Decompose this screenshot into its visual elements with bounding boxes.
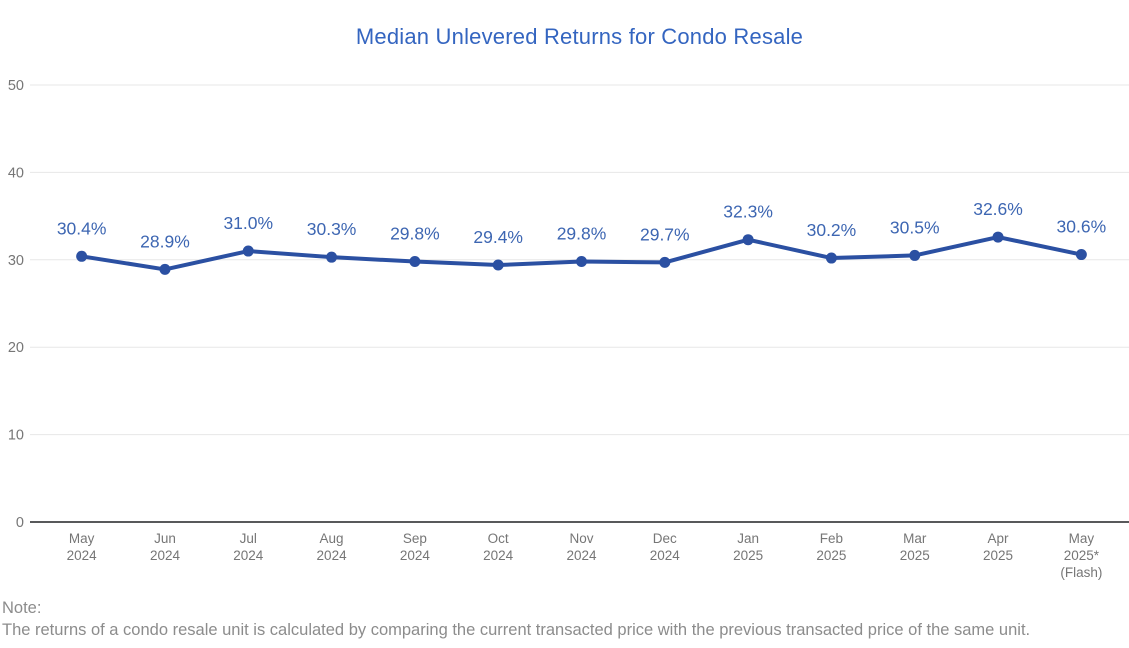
y-tick-label: 50 (8, 78, 24, 94)
data-label: 30.4% (57, 218, 107, 238)
data-point (992, 231, 1004, 243)
data-label: 29.4% (473, 227, 523, 247)
data-point (76, 250, 88, 262)
data-label: 29.8% (557, 224, 607, 244)
x-tick-label: Jun 2024 (150, 531, 181, 563)
data-point (159, 263, 171, 275)
data-point (326, 251, 338, 263)
data-label: 32.3% (723, 202, 773, 222)
y-tick-label: 20 (8, 340, 24, 356)
y-tick-label: 40 (8, 165, 24, 181)
data-point (409, 256, 421, 268)
y-tick-label: 10 (8, 428, 24, 444)
data-point (659, 256, 671, 268)
x-tick-label: Jul 2024 (233, 531, 264, 563)
x-tick-label: May 2024 (67, 531, 98, 563)
note-text: The returns of a condo resale unit is ca… (2, 621, 1031, 639)
data-label: 32.6% (973, 199, 1023, 219)
x-tick-label: Oct 2024 (483, 531, 514, 563)
data-label: 29.8% (390, 224, 440, 244)
x-tick-label: Feb 2025 (816, 531, 846, 563)
data-label: 30.6% (1057, 217, 1107, 237)
data-label: 28.9% (140, 231, 190, 251)
note-label: Note: (2, 599, 42, 617)
data-point (742, 234, 754, 246)
data-label: 30.3% (307, 219, 357, 239)
data-label: 29.7% (640, 224, 690, 244)
y-tick-label: 0 (16, 515, 24, 531)
x-tick-label: May 2025* (Flash) (1060, 531, 1102, 580)
data-point (576, 256, 587, 268)
data-point (909, 249, 921, 261)
note: Note: The returns of a condo resale unit… (2, 597, 1127, 641)
data-label: 31.0% (223, 213, 273, 233)
data-point (825, 252, 837, 264)
data-point (242, 245, 254, 257)
data-label: 30.5% (890, 217, 940, 237)
y-tick-label: 30 (8, 253, 24, 269)
data-label: 30.2% (807, 220, 857, 240)
x-tick-label: Aug 2024 (317, 531, 348, 563)
x-tick-label: Sep 2024 (400, 531, 431, 563)
x-tick-label: Jan 2025 (733, 531, 763, 563)
data-point (1075, 249, 1087, 261)
line-chart: 0 10 20 30 40 50 30.4% 28.9% 31.0% 30.3% 29.8% 29.4… (8, 78, 1129, 580)
x-tick-label: Mar 2025 (900, 531, 930, 563)
x-tick-label: Nov 2024 (566, 531, 597, 563)
x-tick-label: Apr 2025 (983, 531, 1013, 563)
data-point (492, 259, 504, 271)
chart-title: Median Unlevered Returns for Condo Resal… (355, 24, 804, 49)
x-tick-label: Dec 2024 (650, 531, 681, 563)
